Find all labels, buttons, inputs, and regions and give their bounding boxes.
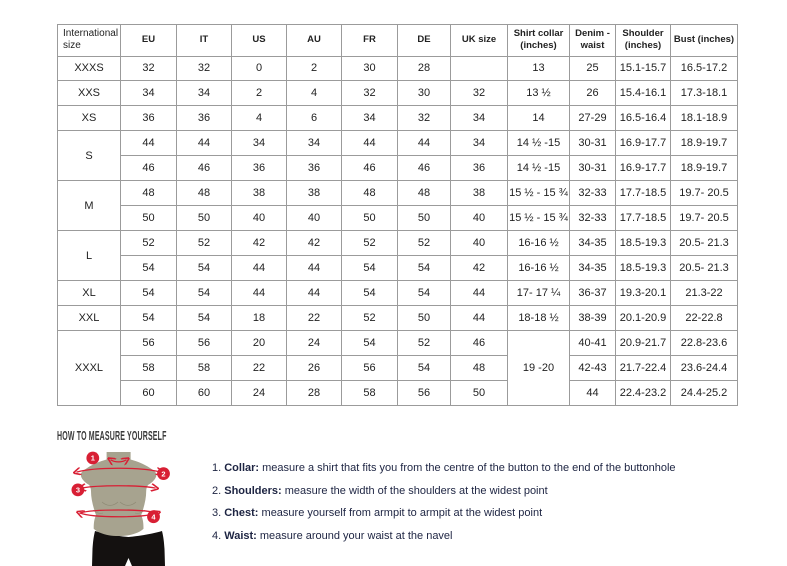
svg-text:2: 2: [161, 469, 165, 478]
svg-text:1: 1: [91, 454, 95, 463]
svg-text:3: 3: [76, 486, 80, 495]
